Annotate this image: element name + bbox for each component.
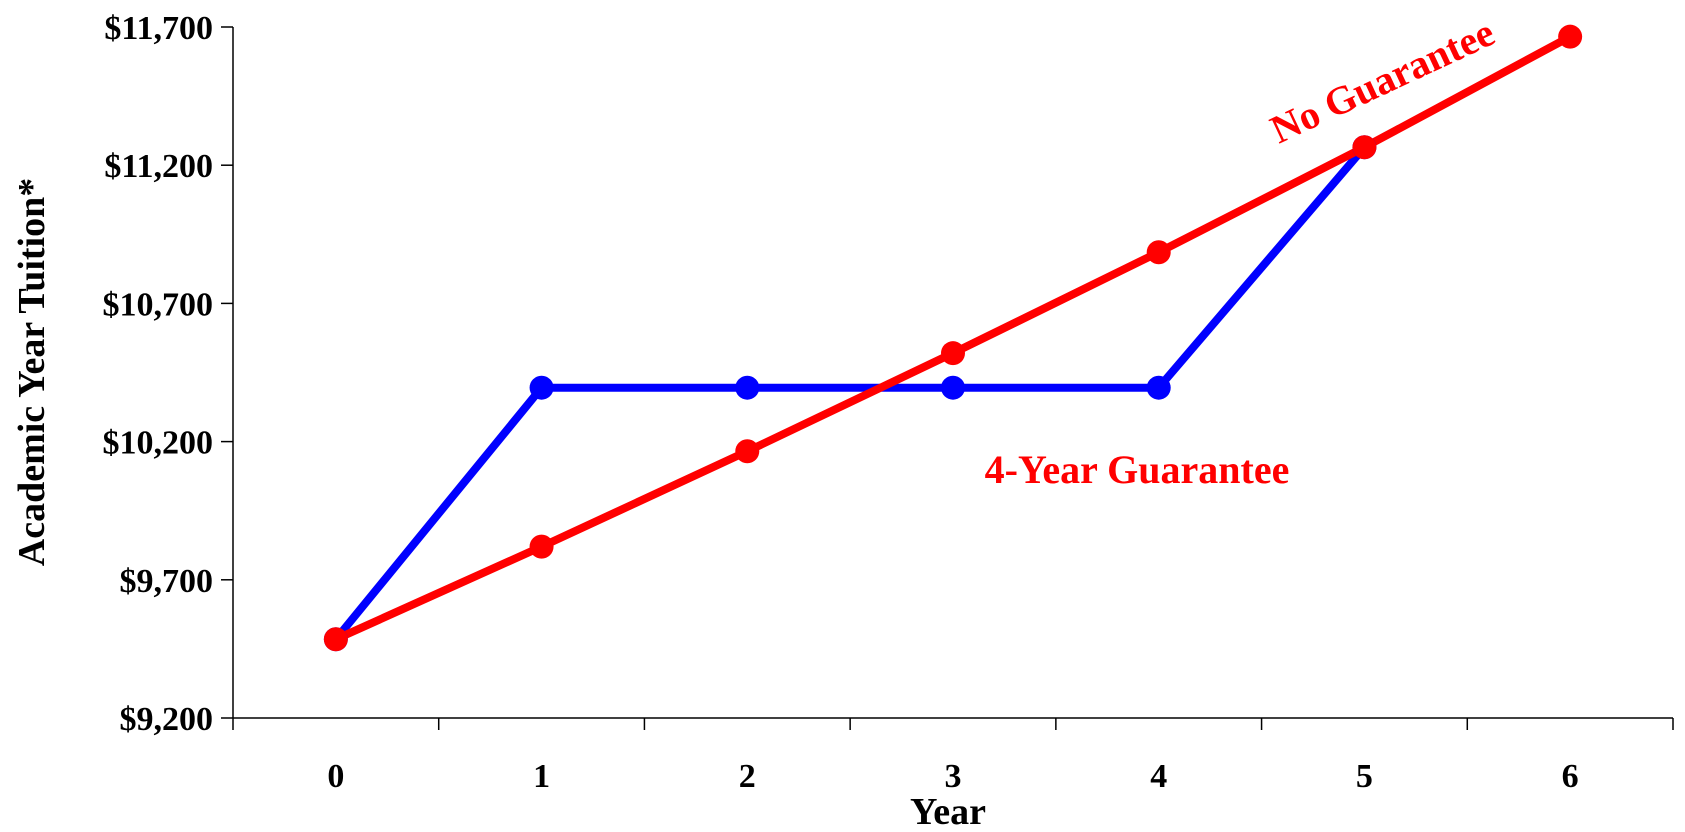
annotation-no-guarantee: No Guarantee bbox=[1264, 9, 1502, 152]
data-point-no_guarantee bbox=[323, 627, 348, 652]
annotation-four-year-guarantee: 4-Year Guarantee bbox=[985, 447, 1290, 492]
y-tick-label: $10,200 bbox=[103, 425, 214, 462]
x-tick-label: 3 bbox=[945, 758, 962, 795]
data-point-four_year_guarantee bbox=[529, 375, 554, 400]
data-point-no_guarantee bbox=[1146, 240, 1171, 265]
x-axis-title: Year bbox=[910, 791, 986, 832]
data-point-four_year_guarantee bbox=[735, 375, 760, 400]
points-no_guarantee bbox=[323, 24, 1583, 652]
x-tick-label: 6 bbox=[1562, 758, 1579, 795]
data-point-four_year_guarantee bbox=[1146, 375, 1171, 400]
x-tick-label: 5 bbox=[1356, 758, 1373, 795]
x-ticks: 0 1 2 3 4 5 6 bbox=[232, 718, 1674, 795]
y-ticks: $9,200 $9,700 $10,200 $10,700 $11,200 $11,700 bbox=[103, 10, 233, 738]
series-line-four_year_guarantee bbox=[331, 143, 1369, 644]
series-no_guarantee bbox=[331, 32, 1575, 644]
y-tick-label: $11,700 bbox=[104, 10, 213, 47]
axes bbox=[232, 27, 1673, 719]
data-point-no_guarantee bbox=[529, 534, 554, 559]
y-tick-label: $10,700 bbox=[103, 286, 214, 323]
y-tick-label: $9,200 bbox=[120, 701, 214, 738]
data-point-no_guarantee bbox=[735, 439, 760, 464]
series-line-no_guarantee bbox=[331, 32, 1575, 644]
series-layer bbox=[323, 24, 1583, 652]
x-tick-label: 2 bbox=[739, 758, 756, 795]
data-point-four_year_guarantee bbox=[941, 375, 965, 400]
data-point-no_guarantee bbox=[941, 341, 965, 366]
x-tick-label: 0 bbox=[327, 758, 344, 795]
y-tick-label: $11,200 bbox=[104, 148, 213, 185]
series-four_year_guarantee bbox=[331, 143, 1369, 644]
data-point-no_guarantee bbox=[1352, 135, 1377, 160]
data-point-no_guarantee bbox=[1558, 24, 1583, 49]
x-tick-label: 4 bbox=[1150, 758, 1167, 795]
x-tick-label: 1 bbox=[533, 758, 550, 795]
y-tick-label: $9,700 bbox=[120, 563, 214, 600]
y-axis-title: Academic Year Tuition* bbox=[11, 178, 53, 566]
